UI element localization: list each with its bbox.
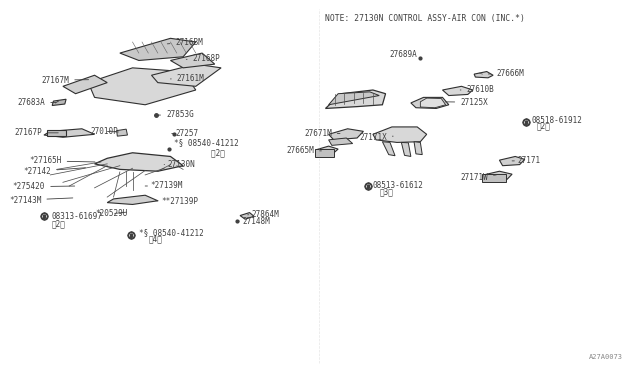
Polygon shape: [240, 212, 254, 219]
Polygon shape: [116, 129, 127, 136]
Text: 27689A: 27689A: [390, 51, 420, 60]
Text: 27665M: 27665M: [286, 146, 321, 155]
Polygon shape: [63, 75, 108, 94]
Polygon shape: [152, 64, 221, 86]
Polygon shape: [316, 146, 338, 155]
Text: 27171W: 27171W: [460, 173, 496, 182]
Text: 。2〃: 。2〃: [52, 219, 65, 228]
Text: 27864M: 27864M: [248, 209, 279, 219]
Text: 27125X: 27125X: [445, 98, 488, 107]
Text: *27143M: *27143M: [9, 196, 73, 205]
Polygon shape: [442, 86, 473, 96]
Text: 27161M: 27161M: [170, 74, 205, 83]
Text: 27610B: 27610B: [460, 85, 494, 94]
Text: 27168P: 27168P: [186, 54, 220, 63]
Text: 27130N: 27130N: [164, 160, 195, 170]
Text: 2716BM: 2716BM: [167, 38, 204, 46]
Text: 。4〃: 。4〃: [148, 234, 162, 243]
Text: 27010P: 27010P: [91, 127, 118, 136]
Polygon shape: [88, 68, 196, 105]
Polygon shape: [484, 171, 512, 180]
Bar: [483, 174, 506, 182]
Polygon shape: [328, 129, 364, 140]
Text: 08513-61612: 08513-61612: [373, 182, 424, 190]
Bar: [315, 149, 333, 157]
Polygon shape: [382, 142, 395, 156]
Text: 27853G: 27853G: [158, 110, 194, 119]
Text: A27A0073: A27A0073: [589, 353, 623, 359]
Polygon shape: [326, 90, 385, 109]
Text: *27139M: *27139M: [145, 182, 182, 190]
Polygon shape: [44, 129, 95, 137]
Text: 08518-61912: 08518-61912: [531, 116, 582, 125]
Polygon shape: [414, 142, 422, 155]
Text: NOTE: 27130N CONTROL ASSY-AIR CON (INC.*): NOTE: 27130N CONTROL ASSY-AIR CON (INC.*…: [326, 14, 525, 23]
Polygon shape: [170, 53, 215, 68]
Text: 27148M: 27148M: [238, 217, 269, 225]
Text: 27257: 27257: [172, 129, 198, 138]
Text: 08313-61697: 08313-61697: [52, 212, 102, 221]
Text: *27142: *27142: [24, 167, 86, 176]
Polygon shape: [411, 97, 449, 109]
Text: 27167P: 27167P: [15, 128, 58, 137]
Text: 。2〃: 。2〃: [536, 122, 550, 131]
Text: *275420: *275420: [13, 182, 75, 191]
Polygon shape: [420, 98, 445, 108]
Polygon shape: [52, 99, 66, 106]
Text: *20529U: *20529U: [96, 209, 128, 218]
Polygon shape: [328, 138, 353, 145]
Polygon shape: [95, 153, 183, 171]
Text: 27671M: 27671M: [304, 129, 340, 138]
Text: *§ 08540-41212
        。2〃: *§ 08540-41212 。2〃: [168, 138, 238, 158]
Text: 27683A: 27683A: [17, 98, 56, 107]
Polygon shape: [328, 92, 380, 105]
Text: 。3〃: 。3〃: [380, 188, 393, 197]
Text: 27171X: 27171X: [359, 133, 393, 142]
Polygon shape: [373, 127, 427, 142]
Polygon shape: [499, 157, 525, 166]
Text: **27139P: **27139P: [157, 197, 198, 206]
Text: 27167M: 27167M: [42, 76, 88, 84]
Text: 27666M: 27666M: [488, 68, 524, 77]
Text: *27165H: *27165H: [29, 156, 95, 166]
Polygon shape: [120, 38, 196, 61]
Polygon shape: [401, 142, 411, 157]
Bar: [47, 129, 66, 136]
Text: *§ 08540-41212: *§ 08540-41212: [139, 228, 204, 237]
Text: 27171: 27171: [512, 156, 540, 166]
Polygon shape: [108, 195, 158, 205]
Polygon shape: [474, 71, 493, 78]
